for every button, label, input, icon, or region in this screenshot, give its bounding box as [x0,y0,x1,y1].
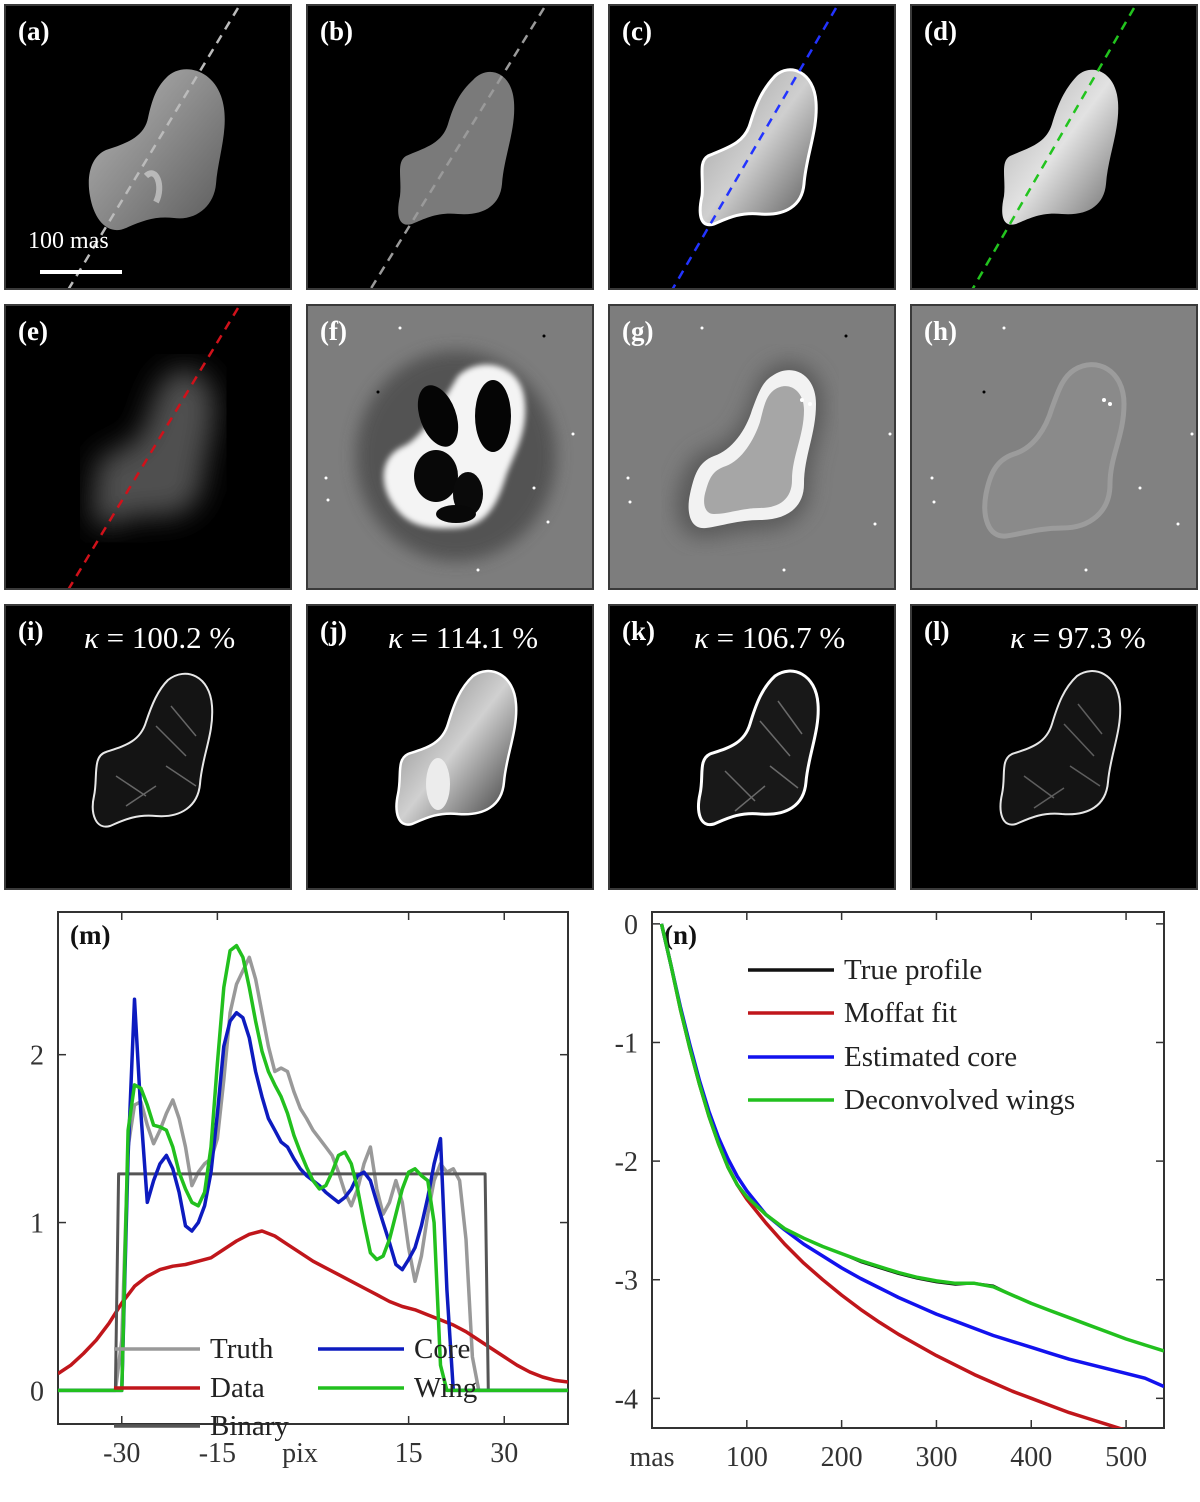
chart-panel-label: (n) [664,920,697,950]
panel-j-image [395,669,518,826]
kappa-j: κ = 114.1 % [388,620,539,655]
kappa-l-value: 97.3 [1057,620,1113,655]
panel-l-image [999,670,1122,826]
x-tick-label: 15 [395,1438,423,1469]
panel-k-label: (k) [622,616,655,646]
panel-k-image [697,669,820,827]
series-line-wing [58,943,568,1393]
legend-entry: Core [414,1333,470,1365]
y-tick-label: 1 [30,1209,44,1240]
panel-j: (j) κ = 114.1 % [306,604,594,890]
panel-g-image [626,326,892,572]
x-tick-label: 300 [915,1442,957,1473]
panel-l-label: (l) [924,616,950,646]
y-tick-label: -3 [615,1266,638,1297]
panel-k: (k) κ = 106.7 % [608,604,896,890]
legend-entry: Wing [414,1372,477,1404]
x-tick-label: -30 [103,1438,140,1469]
chart-n: (n) 100 200 300 400 500 mas 0 -1 -2 -3 -4 True profi… [615,910,1165,1473]
panel-c-image [671,7,838,288]
y-tick-label: -4 [615,1384,638,1415]
legend-entry: Moffat fit [844,997,957,1029]
scale-bar [40,270,122,274]
x-tick-label: 200 [821,1442,863,1473]
legend-entry: True profile [844,954,982,986]
kappa-k-value: 106.7 [741,620,812,655]
plot-frame [651,911,1165,1429]
series-group [58,943,568,1393]
plot-frame [57,911,569,1425]
series-line-truth [58,955,568,1393]
series-line-deconvolved-wings [659,923,1164,1353]
legend-entry: Estimated core [844,1041,1017,1073]
panel-d-image [971,7,1136,288]
panel-a: (a) 100 mas [4,4,292,290]
panel-l: (l) κ = 97.3 % [910,604,1198,890]
panel-a-image [67,7,240,288]
kappa-unit: % [1119,620,1146,655]
kappa-i: κ = 100.2 % [84,620,236,655]
panel-f-label: (f) [320,316,347,346]
panel-f-image [324,326,575,572]
kappa-unit: % [512,620,539,655]
x-axis-label: pix [282,1438,318,1469]
panel-e-label: (e) [18,316,48,346]
kappa-unit: % [819,620,846,655]
panel-b: (b) [306,4,594,290]
panel-b-image [369,7,546,288]
panel-h: (h) [910,304,1198,590]
x-tick-label: 30 [490,1438,518,1469]
panel-h-label: (h) [924,316,957,346]
panel-c: (c) [608,4,896,290]
y-tick-label: -1 [615,1028,638,1059]
panel-d: (d) [910,4,1198,290]
panel-h-image [930,326,1194,572]
panel-d-label: (d) [924,16,957,46]
panel-e: (e) [4,304,292,590]
kappa-symbol: κ [84,620,99,655]
panel-g: (g) [608,304,896,590]
legend-entry: Data [210,1372,265,1404]
kappa-unit: % [209,620,236,655]
panel-i-label: (i) [18,616,44,646]
kappa-k: κ = 106.7 % [694,620,846,655]
kappa-j-value: 114.1 [435,620,505,655]
x-axis-label: mas [629,1442,674,1473]
legend-entry: Binary [210,1410,289,1442]
panel-i: (i) κ = 100.2 % [4,604,292,890]
panel-i-image [91,672,214,828]
kappa-i-value: 100.2 [131,620,202,655]
chart-panel-label: (m) [70,920,110,950]
kappa-symbol: κ [1010,620,1025,655]
kappa-symbol: κ [388,620,403,655]
panel-e-image [67,307,240,588]
panel-f: (f) [306,304,594,590]
kappa-symbol: κ [694,620,709,655]
y-tick-label: -2 [615,1147,638,1178]
legend-entry: Deconvolved wings [844,1084,1075,1116]
panel-g-label: (g) [622,316,654,346]
series-line-data [58,1229,568,1384]
kappa-l: κ = 97.3 % [1010,620,1146,655]
y-tick-label: 0 [30,1376,44,1407]
chart-m: (m) -30 -15 15 30 pix 0 1 2 Truth Data Binary Core Wi… [30,911,569,1469]
legend-entry: Truth [210,1333,274,1365]
x-tick-label: 400 [1010,1442,1052,1473]
panel-a-label: (a) [18,16,50,46]
series-group [659,923,1164,1428]
panel-b-label: (b) [320,16,353,46]
scale-bar-label: 100 mas [28,228,109,254]
panel-j-label: (j) [320,616,347,646]
panel-c-label: (c) [622,16,652,46]
y-tick-label: 0 [624,910,638,941]
y-tick-label: 2 [30,1041,44,1072]
x-tick-label: -15 [199,1438,236,1469]
x-tick-label: 500 [1105,1442,1147,1473]
x-tick-label: 100 [726,1442,768,1473]
